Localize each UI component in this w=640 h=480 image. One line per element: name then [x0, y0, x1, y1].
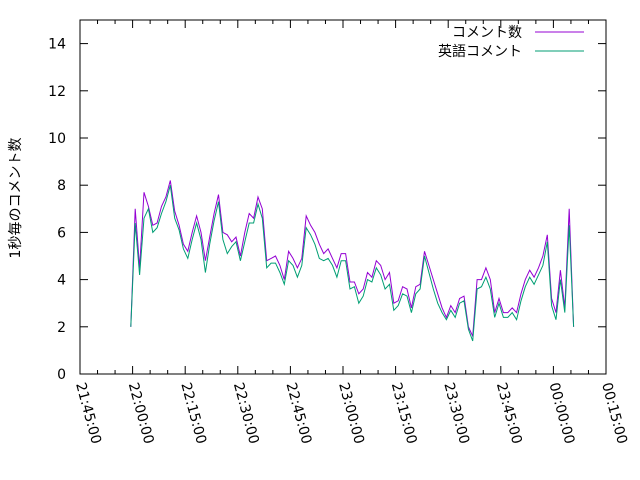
legend-label-1: コメント数 [452, 25, 522, 41]
y-axis-title: 1秒毎のコメント数 [8, 138, 24, 259]
series-line-1 [130, 180, 575, 339]
y-tick-label: 14 [48, 37, 66, 53]
y-tick-label: 12 [48, 84, 66, 100]
y-tick-label: 4 [57, 273, 66, 289]
y-axis-ticks: 0 2 4 6 8 10 12 14 [48, 37, 606, 383]
series-layer [130, 180, 575, 342]
y-tick-label: 2 [57, 320, 66, 336]
y-tick-label: 8 [57, 178, 66, 194]
y-tick-label: 10 [48, 131, 66, 147]
legend-label-2: 英語コメント [438, 43, 522, 60]
series-line-2 [130, 185, 575, 342]
y-tick-label: 6 [57, 225, 66, 241]
y-tick-label: 0 [57, 367, 66, 383]
